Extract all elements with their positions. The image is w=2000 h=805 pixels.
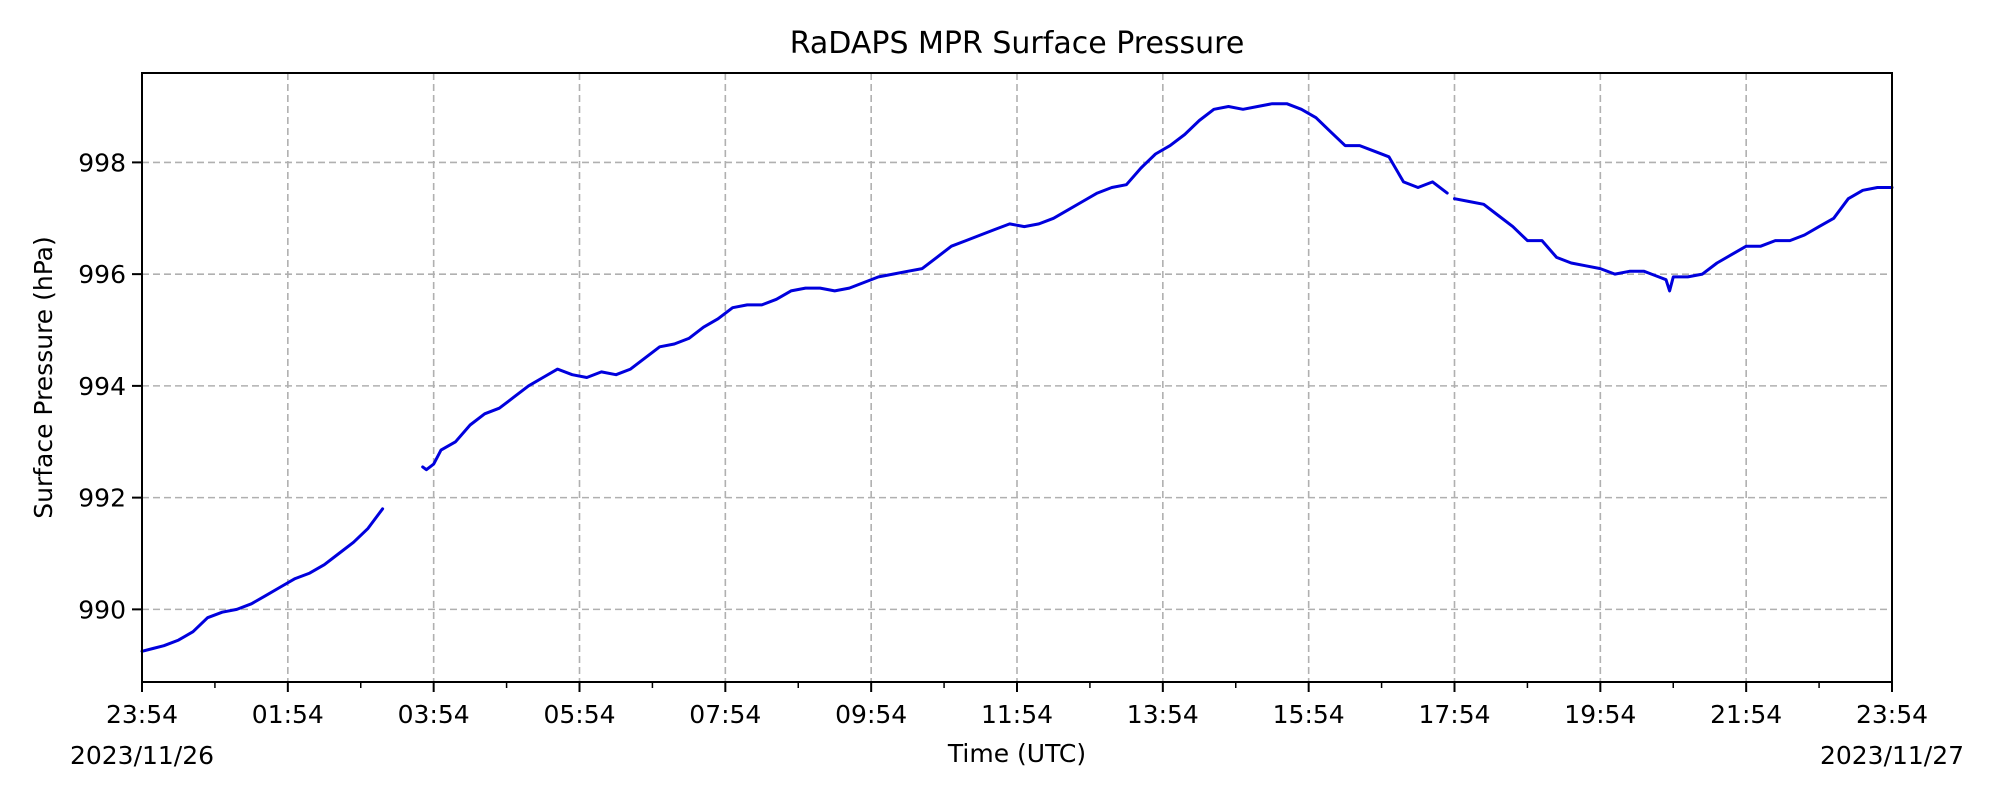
x-axis-label: Time (UTC)	[947, 739, 1086, 768]
x-tick-label: 01:54	[252, 700, 324, 729]
ticks-layer: 23:54 01:54 03:54 05:54 07:54 09:54 11:54 13:54…	[70, 148, 1964, 770]
y-tick-label: 998	[78, 148, 126, 177]
x-tick-label: 11:54	[981, 700, 1053, 729]
x-date-label: 2023/11/27	[1820, 741, 1964, 770]
y-tick-label: 990	[78, 595, 126, 624]
grid-layer	[141, 73, 1893, 682]
x-tick-label: 05:54	[543, 700, 615, 729]
x-tick-label: 15:54	[1273, 700, 1345, 729]
x-tick-label: 21:54	[1710, 700, 1782, 729]
x-tick-label: 23:54	[106, 700, 178, 729]
pressure-series-line	[140, 507, 385, 653]
y-tick-label: 996	[78, 260, 126, 289]
x-tick-label: 09:54	[835, 700, 907, 729]
pressure-series-line	[421, 102, 1449, 472]
x-tick-label: 23:54	[1856, 700, 1928, 729]
y-axis-label: Surface Pressure (hPa)	[29, 236, 58, 519]
pressure-series-line	[1453, 186, 1894, 293]
x-tick-label: 03:54	[398, 700, 470, 729]
x-date-label: 2023/11/26	[70, 741, 214, 770]
x-tick-label: 13:54	[1127, 700, 1199, 729]
y-tick-label: 994	[78, 372, 126, 401]
y-tick-label: 992	[78, 484, 126, 513]
x-tick-label: 17:54	[1418, 700, 1490, 729]
x-tick-label: 19:54	[1564, 700, 1636, 729]
chart-title: RaDAPS MPR Surface Pressure	[790, 26, 1245, 61]
x-tick-label: 07:54	[689, 700, 761, 729]
series-layer	[140, 102, 1894, 653]
